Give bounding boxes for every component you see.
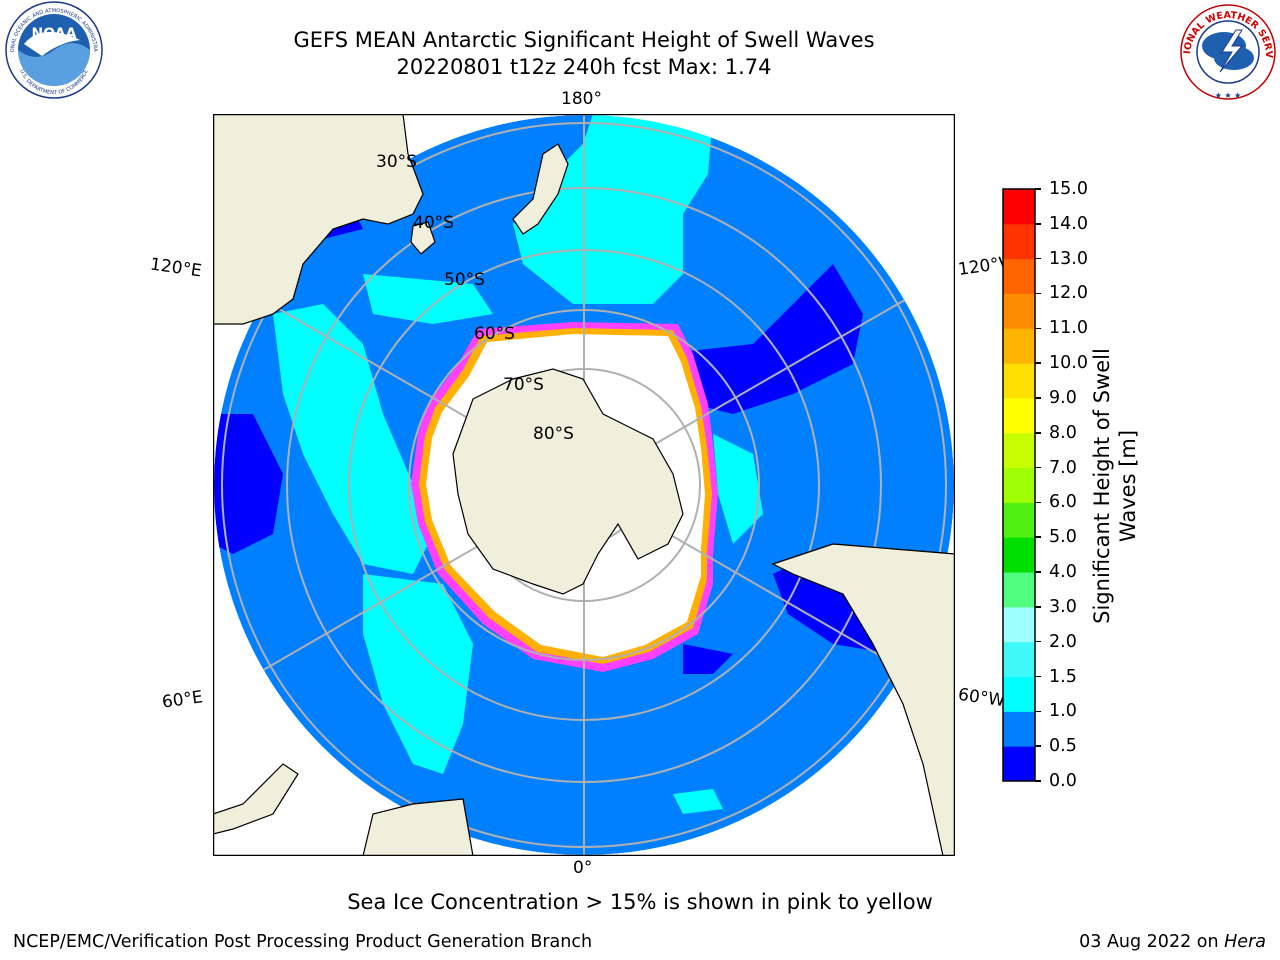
colorbar-tick-label: 9.0 bbox=[1049, 387, 1077, 408]
colorbar-tick-label: 0.5 bbox=[1049, 736, 1077, 757]
tasmania bbox=[410, 221, 436, 255]
map-frame bbox=[213, 114, 955, 856]
colorbar-tick-label: 7.0 bbox=[1049, 457, 1077, 478]
colorbar-label-line1: Significant Height of Swell bbox=[1090, 348, 1114, 624]
colorbar-tick-mark bbox=[1035, 745, 1041, 747]
lon-label-120e: 120°E bbox=[148, 254, 203, 282]
lon-label-60e: 60°E bbox=[160, 687, 205, 713]
colorbar-tick-mark bbox=[1035, 223, 1041, 225]
colorbar-segment bbox=[1003, 746, 1035, 782]
colorbar-tick-mark bbox=[1035, 327, 1041, 330]
antarctica bbox=[452, 368, 684, 595]
colorbar-tick-label: 11.0 bbox=[1049, 318, 1088, 339]
colorbar-tick-label: 1.0 bbox=[1049, 701, 1077, 722]
chart-subtitle: 20220801 t12z 240h fcst Max: 1.74 bbox=[396, 55, 772, 79]
noaa-logo-text: NOAA bbox=[32, 26, 77, 42]
colorbar-segment bbox=[1003, 537, 1035, 573]
colorbar-segment bbox=[1003, 711, 1035, 747]
lat-label-40s: 40°S bbox=[413, 213, 454, 233]
lat-label-80s: 80°S bbox=[533, 424, 574, 444]
colorbar-segment bbox=[1003, 293, 1035, 329]
colorbar-tick-mark bbox=[1035, 466, 1041, 469]
colorbar-tick-label: 2.0 bbox=[1049, 631, 1077, 652]
colorbar-tick-mark bbox=[1035, 501, 1041, 504]
lat-label-30s: 30°S bbox=[376, 152, 417, 172]
colorbar-frame bbox=[1002, 188, 1036, 782]
colorbar-tick-label: 3.0 bbox=[1049, 596, 1077, 617]
colorbar-tick-mark bbox=[1035, 397, 1041, 399]
colorbar-tick-mark bbox=[1035, 257, 1041, 260]
colorbar-tick-mark bbox=[1035, 536, 1041, 538]
svg-text:★ ★ ★: ★ ★ ★ bbox=[1215, 91, 1242, 100]
sea-ice-note: Sea Ice Concentration > 15% is shown in … bbox=[347, 890, 933, 914]
colorbar-tick-label: 0.0 bbox=[1049, 771, 1077, 791]
nws-logo-icon: NATIONAL WEATHER SERVICE ★ ★ ★ bbox=[1176, 0, 1276, 100]
colorbar-tick-mark bbox=[1035, 292, 1041, 295]
noaa-logo-icon: NOAA NATIONAL OCEANIC AND ATMOSPHERIC AD… bbox=[2, 0, 103, 99]
chart-title: GEFS MEAN Antarctic Significant Height o… bbox=[293, 28, 875, 52]
colorbar-tick-label: 4.0 bbox=[1049, 562, 1077, 583]
colorbar-segment bbox=[1003, 467, 1035, 503]
colorbar-segment bbox=[1003, 397, 1035, 434]
colorbar-label-line2: Waves [m] bbox=[1116, 429, 1140, 543]
colorbar-tick-label: 1.5 bbox=[1049, 666, 1077, 687]
colorbar-segment bbox=[1003, 363, 1035, 399]
polar-map bbox=[213, 114, 955, 856]
colorbar-segment bbox=[1003, 606, 1035, 643]
footer-left: NCEP/EMC/Verification Post Processing Pr… bbox=[13, 932, 593, 952]
footer-right: 03 Aug 2022 on Hera bbox=[1079, 932, 1266, 952]
colorbar-tick-mark bbox=[1035, 188, 1041, 190]
colorbar-segment bbox=[1003, 676, 1035, 712]
colorbar-segment bbox=[1003, 502, 1035, 538]
colorbar-segment bbox=[1003, 432, 1035, 469]
colorbar-tick-label: 12.0 bbox=[1049, 283, 1088, 304]
colorbar-segment bbox=[1003, 223, 1035, 260]
footer-date: 03 Aug 2022 on bbox=[1079, 932, 1225, 952]
colorbar-tick-mark bbox=[1035, 606, 1041, 608]
lat-label-50s: 50°S bbox=[444, 270, 485, 290]
colorbar-segment bbox=[1003, 641, 1035, 678]
lon-label-180: 180° bbox=[561, 89, 602, 109]
colorbar-segment bbox=[1003, 572, 1035, 608]
colorbar-tick-label: 8.0 bbox=[1049, 422, 1077, 443]
colorbar-tick-mark bbox=[1035, 362, 1041, 364]
colorbar-tick-mark bbox=[1035, 675, 1041, 678]
colorbar-tick-label: 10.0 bbox=[1049, 353, 1088, 374]
footer-machine: Hera bbox=[1224, 932, 1266, 952]
colorbar-segment bbox=[1003, 258, 1035, 294]
colorbar-tick-label: 5.0 bbox=[1049, 527, 1077, 548]
colorbar bbox=[1002, 188, 1036, 782]
lon-label-0: 0° bbox=[573, 858, 593, 878]
lat-label-60s: 60°S bbox=[474, 324, 515, 344]
colorbar-tick-mark bbox=[1035, 640, 1041, 643]
lon-label-60w: 60°W bbox=[956, 684, 1007, 712]
new-zealand bbox=[512, 143, 569, 235]
colorbar-segment bbox=[1003, 328, 1035, 364]
colorbar-tick-mark bbox=[1035, 780, 1041, 782]
colorbar-tick-label: 6.0 bbox=[1049, 492, 1077, 513]
colorbar-tick-mark bbox=[1035, 432, 1041, 434]
colorbar-tick-label: 13.0 bbox=[1049, 248, 1088, 269]
colorbar-tick-label: 14.0 bbox=[1049, 213, 1088, 234]
colorbar-tick-label: 15.0 bbox=[1049, 179, 1088, 199]
colorbar-segment bbox=[1003, 189, 1035, 225]
lat-label-70s: 70°S bbox=[503, 375, 544, 395]
colorbar-tick-mark bbox=[1035, 710, 1041, 713]
colorbar-tick-mark bbox=[1035, 571, 1041, 573]
